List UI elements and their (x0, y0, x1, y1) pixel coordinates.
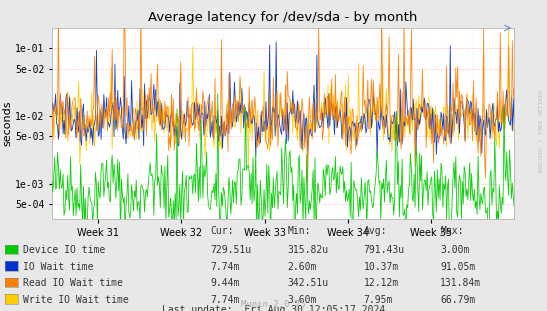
Text: Cur:: Cur: (211, 226, 234, 236)
Y-axis label: seconds: seconds (2, 101, 12, 146)
Text: 315.82u: 315.82u (287, 245, 328, 255)
Text: IO Wait time: IO Wait time (23, 262, 94, 272)
Text: 10.37m: 10.37m (364, 262, 399, 272)
Text: Last update:  Fri Aug 30 12:05:17 2024: Last update: Fri Aug 30 12:05:17 2024 (162, 305, 385, 311)
Text: 3.60m: 3.60m (287, 295, 317, 305)
Title: Average latency for /dev/sda - by month: Average latency for /dev/sda - by month (148, 11, 418, 24)
Text: 9.44m: 9.44m (211, 278, 240, 288)
Text: 131.84m: 131.84m (440, 278, 481, 288)
Text: Device IO time: Device IO time (23, 245, 105, 255)
Text: 3.00m: 3.00m (440, 245, 470, 255)
Text: 12.12m: 12.12m (364, 278, 399, 288)
Text: 342.51u: 342.51u (287, 278, 328, 288)
Text: Read IO Wait time: Read IO Wait time (23, 278, 123, 288)
Text: Avg:: Avg: (364, 226, 387, 236)
Text: Min:: Min: (287, 226, 311, 236)
Text: Write IO Wait time: Write IO Wait time (23, 295, 129, 305)
Text: 7.74m: 7.74m (211, 262, 240, 272)
Text: 66.79m: 66.79m (440, 295, 475, 305)
Text: 91.05m: 91.05m (440, 262, 475, 272)
Text: 729.51u: 729.51u (211, 245, 252, 255)
Text: Max:: Max: (440, 226, 464, 236)
Text: 7.74m: 7.74m (211, 295, 240, 305)
Text: 7.95m: 7.95m (364, 295, 393, 305)
Text: RRDTOOL / TOBI OETIKER: RRDTOOL / TOBI OETIKER (538, 89, 543, 172)
Text: 791.43u: 791.43u (364, 245, 405, 255)
Text: Munin 2.0.75: Munin 2.0.75 (241, 300, 306, 309)
Text: 2.60m: 2.60m (287, 262, 317, 272)
